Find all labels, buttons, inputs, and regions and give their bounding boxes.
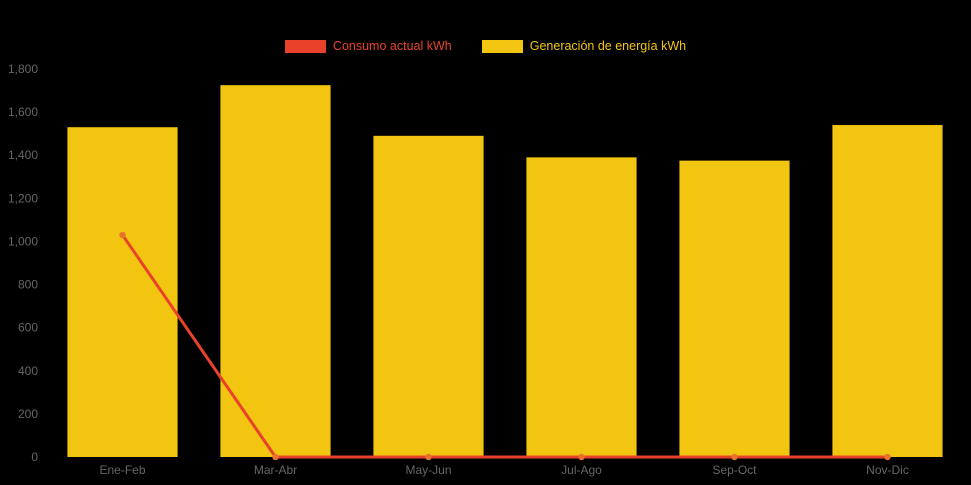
bar-Sep-Oct[interactable]: [679, 160, 790, 457]
x-tick-label-Mar-Abr: Mar-Abr: [254, 463, 297, 477]
y-tick-label: 800: [18, 278, 38, 292]
line-marker-Nov-Dic[interactable]: [884, 453, 891, 461]
line-marker-Jul-Ago[interactable]: [578, 453, 585, 461]
legend: Consumo actual kWh Generación de energía…: [0, 40, 971, 53]
x-tick-label-May-Jun: May-Jun: [405, 463, 451, 477]
y-tick-label: 200: [18, 407, 38, 421]
legend-item-consumo-actual[interactable]: Consumo actual kWh: [284, 39, 452, 53]
bar-Ene-Feb[interactable]: [67, 127, 178, 457]
line-marker-Mar-Abr[interactable]: [272, 453, 279, 461]
bar-Nov-Dic[interactable]: [832, 125, 943, 458]
legend-swatch-generacion-energia: [481, 40, 523, 53]
legend-label-generacion-energia: Generación de energía kWh: [529, 39, 687, 53]
y-tick-label: 0: [31, 450, 38, 464]
x-tick-label-Nov-Dic: Nov-Dic: [866, 463, 909, 477]
y-tick-label: 1,800: [8, 62, 38, 76]
y-tick-label: 1,400: [8, 148, 38, 162]
y-tick-label: 1,000: [8, 234, 38, 248]
bar-Mar-Abr[interactable]: [220, 85, 331, 458]
x-tick-label-Ene-Feb: Ene-Feb: [99, 463, 145, 477]
legend-label-consumo-actual: Consumo actual kWh: [332, 39, 452, 53]
consumption-line: [121, 233, 889, 459]
bar-Jul-Ago[interactable]: [526, 157, 637, 457]
x-tick-label-Jul-Ago: Jul-Ago: [561, 463, 602, 477]
x-tick-label-Sep-Oct: Sep-Oct: [712, 463, 757, 477]
legend-item-generacion-energia[interactable]: Generación de energía kWh: [481, 39, 687, 53]
bar-May-Jun[interactable]: [373, 135, 484, 458]
y-tick-label: 1,200: [8, 191, 38, 205]
line-marker-Ene-Feb[interactable]: [119, 231, 126, 239]
line-marker-May-Jun[interactable]: [425, 453, 432, 461]
y-tick-label: 400: [18, 364, 38, 378]
y-tick-label: 1,600: [8, 105, 38, 119]
legend-swatch-consumo-actual: [284, 40, 326, 53]
line-marker-Sep-Oct[interactable]: [731, 453, 738, 461]
y-tick-label: 600: [18, 321, 38, 335]
